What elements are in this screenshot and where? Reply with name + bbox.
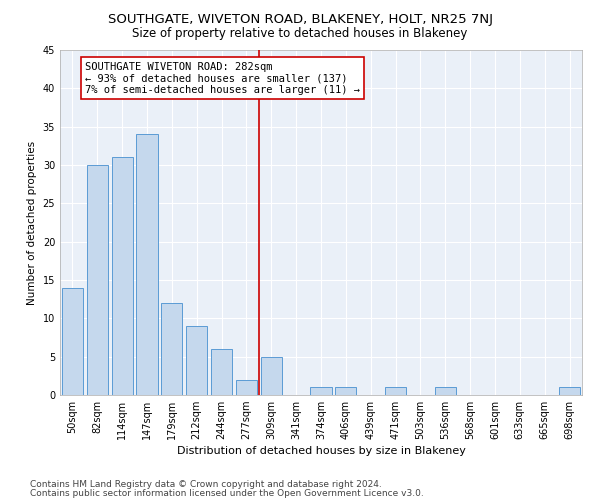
Text: Contains HM Land Registry data © Crown copyright and database right 2024.: Contains HM Land Registry data © Crown c… xyxy=(30,480,382,489)
Text: SOUTHGATE, WIVETON ROAD, BLAKENEY, HOLT, NR25 7NJ: SOUTHGATE, WIVETON ROAD, BLAKENEY, HOLT,… xyxy=(107,12,493,26)
Bar xyxy=(161,303,182,395)
Bar xyxy=(236,380,257,395)
Y-axis label: Number of detached properties: Number of detached properties xyxy=(27,140,37,304)
Text: Size of property relative to detached houses in Blakeney: Size of property relative to detached ho… xyxy=(133,28,467,40)
Bar xyxy=(211,349,232,395)
Bar xyxy=(87,165,108,395)
Bar xyxy=(186,326,207,395)
X-axis label: Distribution of detached houses by size in Blakeney: Distribution of detached houses by size … xyxy=(176,446,466,456)
Text: SOUTHGATE WIVETON ROAD: 282sqm
← 93% of detached houses are smaller (137)
7% of : SOUTHGATE WIVETON ROAD: 282sqm ← 93% of … xyxy=(85,62,360,94)
Bar xyxy=(335,388,356,395)
Bar xyxy=(310,388,332,395)
Text: Contains public sector information licensed under the Open Government Licence v3: Contains public sector information licen… xyxy=(30,488,424,498)
Bar xyxy=(385,388,406,395)
Bar xyxy=(261,356,282,395)
Bar xyxy=(559,388,580,395)
Bar xyxy=(112,158,133,395)
Bar xyxy=(62,288,83,395)
Bar xyxy=(435,388,456,395)
Bar xyxy=(136,134,158,395)
